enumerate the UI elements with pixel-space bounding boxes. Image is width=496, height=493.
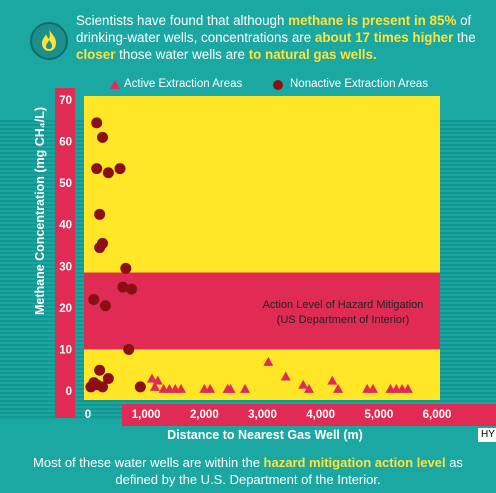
x-axis-label: Distance to Nearest Gas Well (m) (167, 428, 363, 442)
highlight-closer: closer (76, 47, 116, 62)
nonactive-point (99, 300, 111, 312)
nonactive-point (102, 167, 114, 179)
y-ticks: 0 10 20 30 40 50 60 70 (59, 95, 72, 398)
plot-area (84, 96, 440, 400)
nonactive-point (91, 117, 103, 129)
y-tick-label: 50 (59, 178, 72, 190)
x-tick-label: 2,000 (190, 409, 219, 421)
x-tick-label: 0 (85, 409, 91, 421)
x-tick-label: 3,000 (248, 409, 277, 421)
active-point (240, 383, 251, 393)
nonactive-point (91, 163, 103, 175)
active-point (333, 383, 344, 393)
nonactive-point (85, 381, 97, 393)
nonactive-point (114, 163, 126, 175)
highlight-methane-85: methane is present in 85% (288, 13, 457, 28)
highlight-hazard-level: hazard mitigation action level (263, 455, 446, 470)
y-tick-label: 20 (59, 303, 72, 315)
active-point (263, 356, 274, 366)
active-point (298, 379, 309, 389)
nonactive-point (97, 381, 109, 393)
nonactive-point (123, 343, 135, 355)
nonactive-point (120, 262, 132, 274)
x-tick-label: 1,000 (132, 409, 161, 421)
nonactive-point (117, 281, 129, 293)
active-point (176, 383, 187, 393)
y-tick-label: 60 (59, 137, 72, 149)
active-point (280, 371, 291, 381)
x-tick-label: 6,000 (423, 409, 452, 421)
nonactive-point (94, 364, 106, 376)
nonactive-points (85, 117, 146, 393)
active-point (146, 373, 157, 383)
x-tick-label: 5,000 (364, 409, 393, 421)
nonactive-point (88, 294, 100, 306)
y-tick-label: 0 (66, 386, 72, 398)
active-point (205, 383, 216, 393)
y-axis-label: Methane Concentration (mg CH₄/L) (33, 106, 47, 316)
x-ticks: 0 1,000 2,000 3,000 4,000 5,000 6,000 (85, 409, 452, 421)
y-tick-label: 70 (59, 95, 72, 107)
y-tick-label: 10 (59, 344, 72, 356)
nonactive-point (94, 242, 106, 254)
nonactive-point (94, 208, 106, 220)
nonactive-point (102, 373, 114, 385)
active-point (225, 383, 236, 393)
x-axis-label-bar (122, 404, 496, 426)
y-axis-label-bar (55, 88, 75, 418)
highlight-17-times: about 17 times higher (314, 30, 454, 45)
header: Scientists have found that although meth… (0, 0, 496, 120)
x-tick-label: 4,000 (306, 409, 335, 421)
nonactive-point (97, 131, 109, 143)
nonactive-point (134, 381, 146, 393)
active-point (402, 383, 413, 393)
active-point (152, 375, 163, 385)
active-point (149, 381, 160, 391)
watermark-tag: HY (478, 428, 496, 442)
active-points (146, 356, 413, 393)
y-tick-label: 40 (59, 220, 72, 232)
footer-text: Most of these water wells are within the… (33, 455, 463, 487)
active-point (304, 383, 315, 393)
intro-text: Scientists have found that although meth… (76, 13, 476, 62)
nonactive-point (126, 283, 138, 295)
flame-icon (30, 22, 68, 60)
action-level-band (84, 272, 440, 350)
active-point (327, 375, 338, 385)
y-tick-label: 30 (59, 261, 72, 273)
band-label-line1: Action Level of Hazard Mitigation (263, 299, 424, 311)
active-point (368, 383, 379, 393)
highlight-gas-wells: to natural gas wells. (248, 47, 377, 62)
band-label-line2: (US Department of Interior) (277, 314, 410, 326)
